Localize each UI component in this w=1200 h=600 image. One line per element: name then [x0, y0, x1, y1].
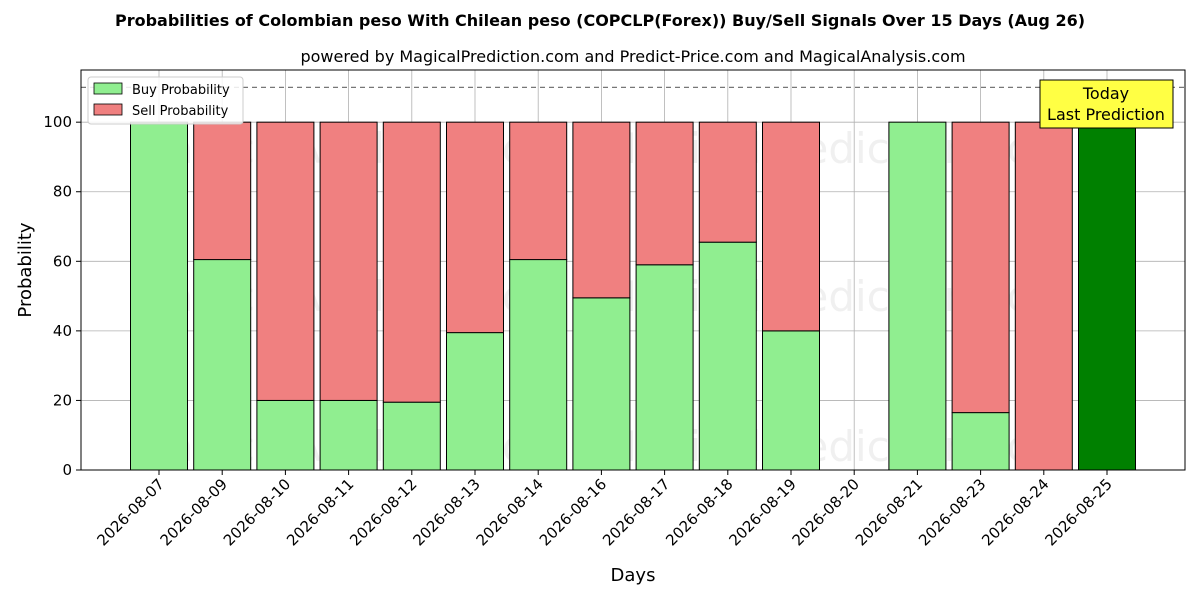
- bar-sell-2026-08-18: [698, 121, 757, 243]
- today-annotation: Today Last Prediction: [1039, 79, 1174, 129]
- bar-sell-2026-08-19: [762, 121, 820, 332]
- x-tick-label: 2026-08-20: [789, 475, 863, 549]
- bar-buy-2026-08-21: [888, 121, 947, 471]
- bar-buy-2026-08-23: [951, 412, 1010, 471]
- x-tick-label: 2026-08-11: [283, 475, 357, 549]
- x-tick-label: 2026-08-23: [915, 475, 989, 549]
- y-tick-label: 80: [53, 183, 72, 201]
- x-tick-label: 2026-08-17: [599, 475, 673, 549]
- bar-buy-2026-08-19: [762, 330, 820, 471]
- bar-buy-2026-08-12: [382, 401, 441, 471]
- y-tick-label: 0: [62, 461, 72, 479]
- bar-sell-2026-08-17: [635, 121, 694, 266]
- bar-sell-2026-08-11: [319, 121, 378, 401]
- legend-label-buy: Buy Probability: [132, 83, 230, 98]
- bar-buy-2026-08-09: [193, 259, 252, 471]
- today-annotation-line2: Last Prediction: [1047, 105, 1165, 124]
- x-axis: 2026-08-072026-08-092026-08-102026-08-11…: [93, 470, 1116, 549]
- bar-buy-2026-08-16: [572, 297, 631, 471]
- bar-sell-2026-08-23: [951, 121, 1010, 414]
- y-tick-label: 100: [43, 113, 72, 131]
- legend-swatch-sell: [93, 103, 123, 116]
- x-tick-label: 2026-08-16: [536, 475, 610, 549]
- y-tick-label: 40: [53, 322, 72, 340]
- bar-sell-2026-08-14: [509, 121, 568, 261]
- bar-sell-2026-08-16: [572, 121, 631, 299]
- x-tick-label: 2026-08-14: [473, 475, 547, 549]
- bar-buy-2026-08-14: [509, 259, 568, 471]
- y-tick-label: 20: [53, 391, 72, 409]
- x-tick-label: 2026-08-09: [157, 475, 231, 549]
- bar-sell-2026-08-12: [382, 121, 441, 403]
- bar-buy-2026-08-25: [1078, 121, 1136, 471]
- legend-box: [87, 76, 244, 125]
- bar-buy-2026-08-18: [698, 241, 757, 471]
- bars: [130, 121, 1136, 471]
- x-tick-label: 2026-08-18: [662, 475, 736, 549]
- today-annotation-line1: Today: [1082, 84, 1129, 103]
- x-tick-label: 2026-08-25: [1041, 475, 1115, 549]
- bar-sell-2026-08-13: [446, 121, 504, 334]
- bar-buy-2026-08-07: [130, 121, 188, 471]
- legend-label-sell: Sell Probability: [132, 104, 229, 119]
- bar-sell-2026-08-10: [256, 121, 315, 401]
- bar-buy-2026-08-10: [256, 399, 315, 471]
- bar-buy-2026-08-11: [319, 399, 378, 471]
- x-tick-label: 2026-08-10: [220, 475, 294, 549]
- legend-swatch-buy: [93, 82, 123, 95]
- x-tick-label: 2026-08-19: [725, 475, 799, 549]
- y-axis: 0 20 40 60 80 100: [43, 113, 81, 479]
- legend: Buy Probability Sell Probability: [87, 76, 244, 125]
- y-axis-label: Probability: [15, 222, 36, 317]
- bar-buy-2026-08-17: [635, 264, 694, 471]
- x-tick-label: 2026-08-13: [409, 475, 483, 549]
- bar-sell-2026-08-09: [193, 121, 252, 261]
- x-tick-label: 2026-08-21: [852, 475, 926, 549]
- x-tick-label: 2026-08-24: [978, 475, 1052, 549]
- bar-sell-2026-08-24: [1014, 121, 1073, 471]
- x-tick-label: 2026-08-07: [93, 475, 167, 549]
- y-tick-label: 60: [53, 252, 72, 270]
- today-annotation-box: [1039, 79, 1174, 129]
- chart-subtitle: powered by MagicalPrediction.com and Pre…: [300, 47, 965, 66]
- x-tick-label: 2026-08-12: [346, 475, 420, 549]
- plot-frame: [80, 69, 1186, 471]
- chart-title: Probabilities of Colombian peso With Chi…: [115, 11, 1085, 30]
- x-axis-label: Days: [611, 565, 656, 586]
- bar-buy-2026-08-13: [446, 332, 504, 471]
